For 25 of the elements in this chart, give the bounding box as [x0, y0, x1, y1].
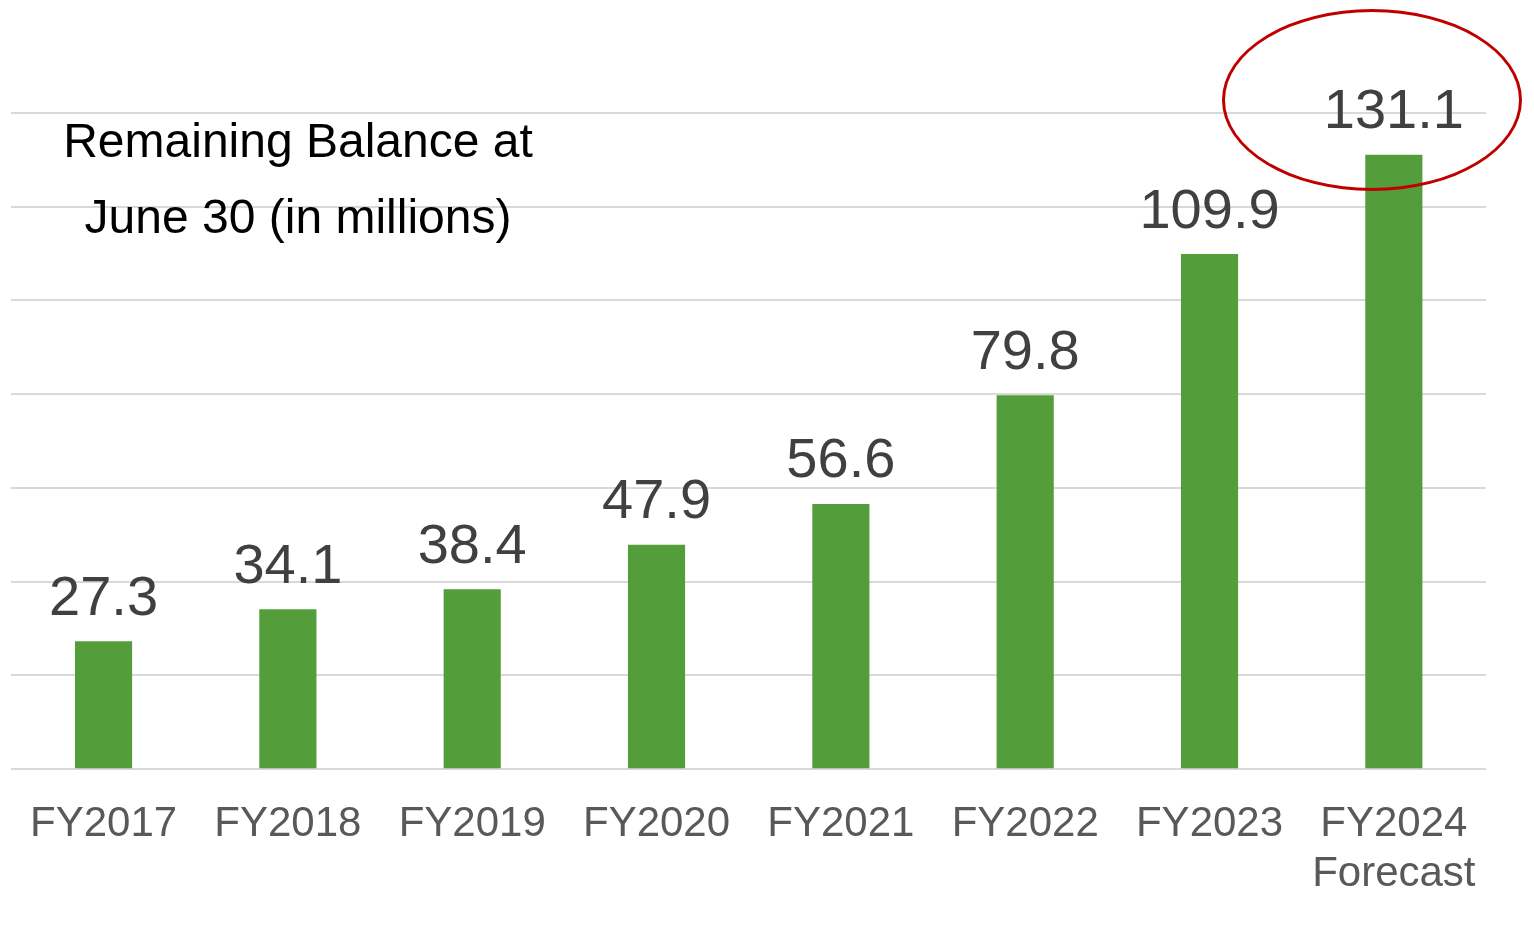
data-label: 56.6: [786, 426, 896, 490]
data-label: 38.4: [417, 511, 527, 575]
bar: [1180, 254, 1239, 769]
bar: [1365, 154, 1423, 769]
x-tick-label: FY2020: [582, 797, 731, 845]
data-label: 79.8: [970, 317, 1080, 381]
x-tick-label: FY2024 Forecast: [1312, 797, 1476, 896]
bar: [74, 641, 133, 769]
bar: [259, 609, 317, 769]
bar: [443, 589, 501, 769]
bar: [627, 544, 686, 769]
x-tick-label: FY2019: [398, 797, 546, 845]
x-tick-label: FY2021: [767, 797, 915, 845]
data-label: 131.1: [1323, 77, 1464, 141]
bar: [812, 503, 870, 769]
data-label: 34.1: [233, 531, 343, 595]
text: Remaining Balance at June 30 (in millions): [62, 113, 534, 245]
data-label: 109.9: [1139, 176, 1280, 240]
bar: [996, 395, 1054, 769]
x-tick-label: FY2023: [1135, 797, 1284, 845]
data-label: 47.9: [602, 467, 712, 531]
x-tick-label: FY2018: [214, 797, 362, 845]
data-label: 27.3: [49, 563, 159, 627]
x-tick-label: FY2022: [951, 797, 1099, 845]
x-tick-label: FY2017: [30, 797, 178, 845]
